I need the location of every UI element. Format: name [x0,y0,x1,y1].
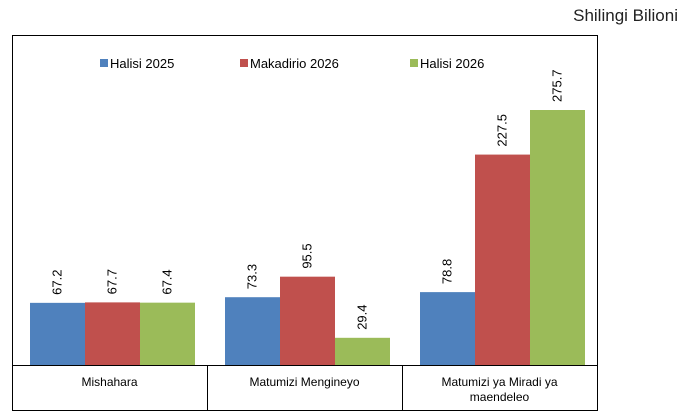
plot-frame [12,35,598,411]
value-label: 73.3 [245,264,260,289]
bar [225,297,280,365]
legend-swatch [100,59,108,67]
value-label: 67.4 [160,269,175,294]
bar [530,110,585,365]
bar [475,154,530,365]
unit-label: Shilingi Bilioni [573,6,678,25]
bar [335,337,390,365]
legend-label: Makadirio 2026 [250,56,339,71]
bar [280,276,335,365]
x-tick-label: Matumizi ya Miradi ya maendeleo [441,375,558,404]
bar [30,302,85,365]
legend-label: Halisi 2025 [110,56,174,71]
bar [85,302,140,365]
legend-label: Halisi 2026 [420,56,484,71]
value-label: 29.4 [355,304,370,329]
bar [140,302,195,365]
value-label: 95.5 [300,243,315,268]
value-label: 78.8 [440,259,455,284]
legend-swatch [240,59,248,67]
value-label: 227.5 [495,114,510,147]
x-tick-label: Matumizi Mengineyo [249,375,360,389]
value-label: 275.7 [550,69,565,102]
value-label: 67.7 [105,269,120,294]
legend-swatch [410,59,418,67]
bar [420,292,475,365]
value-label: 67.2 [50,270,65,295]
x-tick-label: Mishahara [81,375,138,389]
